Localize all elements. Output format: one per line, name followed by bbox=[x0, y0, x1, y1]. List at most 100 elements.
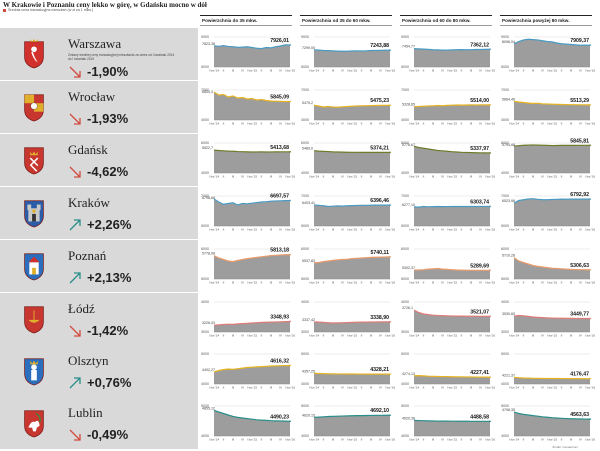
end-value-label: 5845,09 bbox=[270, 95, 289, 101]
x-tick-label: I kw.'16 bbox=[385, 175, 395, 179]
x-tick-label: IV bbox=[441, 438, 445, 442]
city-name: Kraków bbox=[68, 195, 110, 210]
x-tick-label: I kw.'15 bbox=[247, 122, 257, 126]
x-tick-label: II bbox=[223, 228, 225, 232]
x-tick-label: II bbox=[461, 386, 463, 390]
x-tick-label: I kw.'14 bbox=[509, 69, 519, 73]
price-change-value: +2,26% bbox=[87, 217, 132, 232]
x-tick-label: IV bbox=[241, 386, 245, 390]
x-tick-label: III bbox=[232, 334, 235, 338]
price-change-value: -4,62% bbox=[87, 164, 129, 179]
y-tick-label: 4000 bbox=[201, 382, 209, 386]
x-tick-label: II bbox=[561, 228, 563, 232]
x-tick-label: III bbox=[532, 438, 535, 442]
price-chart: 4000 5000 4221,37 4176,47 I kw.'14 II III IV I k… bbox=[500, 351, 595, 391]
x-tick-label: IV bbox=[541, 69, 545, 73]
series-line bbox=[413, 47, 491, 51]
start-value-label: 5794,88 bbox=[502, 143, 515, 147]
x-tick-label: II bbox=[461, 228, 463, 232]
start-value-label: 7823,38 bbox=[202, 42, 215, 46]
end-value-label: 4488,58 bbox=[470, 414, 489, 420]
x-tick-label: I kw.'14 bbox=[409, 386, 419, 390]
x-tick-label: I kw.'16 bbox=[485, 69, 495, 73]
x-tick-label: III bbox=[270, 69, 273, 73]
x-tick-label: III bbox=[332, 175, 335, 179]
column-header-3: Powierzchnia od 60 do 80 mkw. bbox=[400, 15, 492, 26]
price-chart: 4000 5000 4855,12 4490,23 I kw.'14 II III IV I k… bbox=[200, 403, 295, 443]
end-point-marker bbox=[489, 315, 491, 318]
x-tick-label: IV bbox=[241, 122, 245, 126]
x-tick-label: I kw.'14 bbox=[209, 122, 219, 126]
x-tick-label: I kw.'14 bbox=[309, 386, 319, 390]
x-tick-label: III bbox=[370, 438, 373, 442]
series-line bbox=[313, 414, 391, 418]
price-chart: 4000 5000 4520,36 4488,58 I kw.'14 II III IV I k… bbox=[400, 403, 495, 443]
x-tick-label: IV bbox=[441, 334, 445, 338]
price-chart: 4000 5000 4620,15 4692,10 I kw.'14 II III IV I k… bbox=[300, 403, 395, 443]
price-chart: 3000 4000 3726,1 3521,07 I kw.'14 II III IV I kw… bbox=[400, 299, 495, 339]
x-tick-label: I kw.'15 bbox=[247, 228, 257, 232]
series-line bbox=[213, 91, 291, 103]
x-tick-label: II bbox=[323, 175, 325, 179]
end-value-label: 5513,29 bbox=[570, 98, 589, 104]
x-tick-label: IV bbox=[441, 386, 445, 390]
start-value-label: 5776,67 bbox=[402, 143, 415, 147]
y-tick-label: 4000 bbox=[201, 434, 209, 438]
x-tick-label: II bbox=[361, 438, 363, 442]
y-tick-label: 4000 bbox=[501, 118, 509, 122]
x-tick-label: III bbox=[270, 281, 273, 285]
y-tick-label: 9000 bbox=[501, 35, 509, 39]
x-tick-label: III bbox=[470, 386, 473, 390]
price-chart: 3000 4000 3530,65 3449,77 I kw.'14 II III IV I k… bbox=[500, 299, 595, 339]
x-tick-label: I kw.'14 bbox=[309, 122, 319, 126]
price-chart: 4000 6000 5489,0 5374,21 I kw.'14 II III IV I kw… bbox=[300, 140, 395, 180]
x-tick-label: I kw.'14 bbox=[509, 122, 519, 126]
y-tick-label: 5000 bbox=[301, 224, 309, 228]
series-area bbox=[514, 198, 590, 226]
series-area bbox=[414, 206, 490, 226]
x-tick-label: III bbox=[432, 122, 435, 126]
x-tick-label: IV bbox=[541, 281, 545, 285]
method-note: Zmiany średniej ceny transakcyjnej miesz… bbox=[68, 53, 175, 61]
start-value-label: 5522,7 bbox=[202, 146, 213, 150]
end-point-marker bbox=[589, 377, 591, 380]
x-tick-label: IV bbox=[579, 69, 583, 73]
x-tick-label: II bbox=[223, 69, 225, 73]
start-value-label: 6277,10 bbox=[402, 203, 415, 207]
start-value-label: 4402,27 bbox=[202, 368, 215, 372]
y-tick-label: 5000 bbox=[401, 224, 409, 228]
row-divider bbox=[0, 292, 600, 293]
end-point-marker bbox=[289, 199, 291, 202]
x-tick-label: I kw.'16 bbox=[285, 281, 295, 285]
end-value-label: 5413,68 bbox=[270, 145, 289, 151]
x-tick-label: I kw.'15 bbox=[447, 69, 457, 73]
x-tick-label: III bbox=[532, 334, 535, 338]
x-tick-label: I kw.'14 bbox=[309, 438, 319, 442]
x-tick-label: I kw.'14 bbox=[309, 281, 319, 285]
x-tick-label: II bbox=[561, 122, 563, 126]
x-tick-label: IV bbox=[541, 175, 545, 179]
y-tick-label: 5000 bbox=[201, 224, 209, 228]
x-tick-label: I kw.'16 bbox=[285, 69, 295, 73]
x-tick-label: I kw.'16 bbox=[385, 334, 395, 338]
x-tick-label: I kw.'15 bbox=[547, 69, 557, 73]
x-tick-label: III bbox=[432, 438, 435, 442]
x-tick-label: I kw.'16 bbox=[385, 386, 395, 390]
y-tick-label: 9000 bbox=[201, 35, 209, 39]
series-line bbox=[413, 267, 491, 271]
x-tick-label: III bbox=[270, 438, 273, 442]
x-tick-label: I kw.'15 bbox=[447, 228, 457, 232]
y-tick-label: 4000 bbox=[401, 300, 409, 304]
source-note: Źródło: Cenatorium bbox=[552, 445, 578, 449]
x-tick-label: I kw.'14 bbox=[209, 175, 219, 179]
x-tick-label: I kw.'15 bbox=[347, 281, 357, 285]
y-tick-label: 5000 bbox=[201, 65, 209, 69]
gdansk-crest-icon bbox=[22, 144, 46, 175]
y-tick-label: 5000 bbox=[501, 65, 509, 69]
end-point-marker bbox=[489, 376, 491, 379]
trend-down-arrow-icon bbox=[68, 65, 82, 79]
